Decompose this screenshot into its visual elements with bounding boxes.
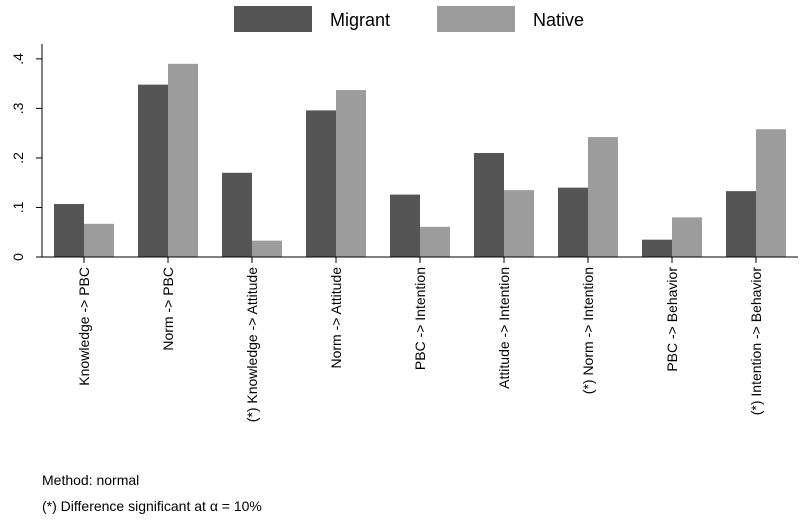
legend-label-migrant: Migrant [330, 10, 390, 30]
y-tick-label: .3 [10, 102, 26, 114]
bar-native-knowledge-pbc [84, 223, 114, 257]
bar-migrant-knowledge-pbc [54, 203, 84, 257]
bar-native-knowledge-attitude [252, 240, 282, 257]
bar-native-pbc-intention [420, 226, 450, 257]
bar-migrant-attitude-intention [474, 152, 504, 257]
bar-native-intention-behavior [756, 129, 786, 257]
bar-migrant-pbc-behavior [642, 239, 672, 257]
bar-migrant-norm-attitude [306, 110, 336, 258]
bar-migrant-knowledge-attitude [222, 172, 252, 257]
x-axis: Knowledge -> PBC Norm -> PBC (*) Knowledge… [42, 256, 798, 422]
x-tick-label-intention-behavior: (*) Intention -> Behavior [748, 267, 764, 416]
x-tick-label-pbc-behavior: PBC -> Behavior [664, 267, 680, 372]
legend-label-native: Native [533, 10, 584, 30]
y-tick-label: .2 [10, 152, 26, 164]
y-tick-label: .1 [10, 201, 26, 213]
x-tick-label-norm-intention: (*) Norm -> Intention [580, 267, 596, 394]
method-note: Method: normal [42, 472, 140, 488]
bar-native-norm-pbc [168, 63, 198, 258]
x-tick-label-attitude-intention: Attitude -> Intention [496, 267, 512, 389]
y-axis: 0 .1 .2 .3 .4 [10, 44, 43, 261]
legend-swatch-native [437, 6, 515, 32]
bar-migrant-intention-behavior [726, 191, 756, 257]
bar-native-attitude-intention [504, 190, 534, 257]
legend-swatch-migrant [234, 6, 312, 32]
bar-migrant-pbc-intention [390, 194, 420, 257]
bar-native-pbc-behavior [672, 217, 702, 257]
bars [54, 63, 786, 258]
y-tick-label: .4 [10, 53, 26, 65]
y-tick-label: 0 [10, 253, 26, 261]
x-tick-label-knowledge-attitude: (*) Knowledge -> Attitude [244, 267, 260, 422]
x-tick-label-knowledge-pbc: Knowledge -> PBC [76, 267, 92, 386]
legend: Migrant Native [234, 6, 584, 32]
bar-migrant-norm-pbc [138, 84, 168, 257]
bar-migrant-norm-intention [558, 187, 588, 257]
significance-note: (*) Difference significant at α = 10% [42, 498, 262, 514]
x-tick-label-norm-pbc: Norm -> PBC [160, 267, 176, 351]
bar-native-norm-attitude [336, 90, 366, 257]
x-tick-label-norm-attitude: Norm -> Attitude [328, 267, 344, 369]
bar-native-norm-intention [588, 137, 618, 257]
x-tick-label-pbc-intention: PBC -> Intention [412, 267, 428, 370]
